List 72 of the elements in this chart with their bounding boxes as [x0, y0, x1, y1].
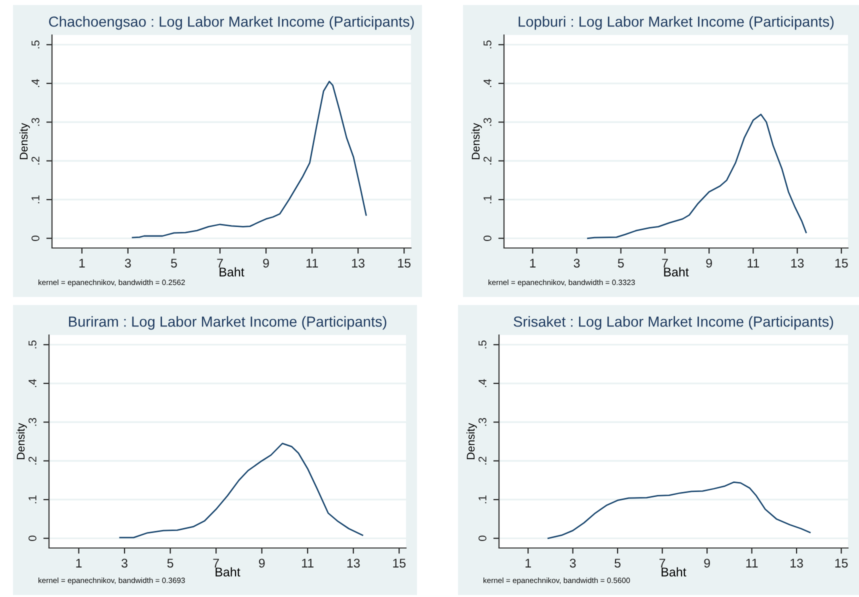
y-tick-label: .1 [484, 196, 492, 204]
y-axis-title: Density [16, 422, 27, 460]
x-axis-title: Baht [662, 567, 686, 576]
y-tick-label: .5 [478, 340, 486, 348]
x-axis-title: Baht [216, 567, 240, 576]
y-tick-label: .2 [478, 456, 486, 464]
y-tick-label: .1 [478, 496, 486, 504]
chart-title: Buriram : Log Labor Market Income (Participants) [69, 316, 386, 330]
chart-title: Chachoengsao : Log Labor Market Income (Participants) [49, 16, 414, 30]
x-tick-label: 5 [170, 258, 177, 268]
x-tick-label: 9 [263, 258, 269, 268]
x-tick-label: 13 [791, 258, 804, 268]
x-tick-label: 1 [76, 558, 82, 568]
y-axis-title: Density [466, 422, 477, 460]
line-series [119, 442, 364, 538]
x-tick-label: 5 [167, 558, 174, 568]
y-tick-label: .1 [28, 496, 36, 504]
x-tick-label: 11 [306, 258, 318, 268]
y-tick-label: .3 [32, 118, 40, 126]
x-tick-label: 3 [570, 558, 576, 568]
y-tick-label: .2 [32, 156, 40, 164]
x-tick-label: 9 [258, 558, 265, 568]
x-tick-label: 3 [124, 258, 131, 268]
x-tick-label: 13 [347, 558, 360, 568]
x-tick-label: 11 [746, 558, 758, 568]
y-tick-label: 0 [32, 236, 40, 241]
x-tick-label: 13 [790, 558, 803, 568]
x-tick-label: 1 [79, 258, 85, 268]
x-tick-label: 1 [530, 258, 536, 268]
x-tick-label: 9 [704, 558, 710, 568]
x-tick-label: 7 [662, 258, 668, 268]
x-tick-label: 7 [217, 258, 223, 268]
line-series [548, 481, 811, 540]
y-tick-label: .4 [28, 379, 36, 388]
x-tick-label: 3 [574, 258, 580, 268]
y-axis-title: Density [19, 122, 30, 160]
y-tick-label: 0 [484, 236, 492, 241]
x-tick-label: 7 [659, 558, 666, 568]
x-tick-label: 11 [302, 558, 314, 568]
x-tick-label: 1 [526, 558, 531, 568]
y-tick-label: .4 [484, 79, 492, 88]
y-tick-label: .4 [32, 79, 40, 88]
x-tick-label: 13 [352, 258, 364, 268]
y-tick-label: .3 [28, 418, 36, 426]
y-tick-label: .2 [28, 456, 36, 464]
x-tick-label: 9 [706, 258, 712, 268]
line-series [132, 80, 367, 238]
y-axis-title: Density [471, 122, 482, 160]
y-tick-label: .5 [32, 40, 40, 48]
x-tick-label: 15 [398, 258, 411, 268]
x-axis-title: Baht [664, 267, 689, 276]
y-tick-label: .3 [484, 118, 492, 126]
x-tick-label: 15 [393, 558, 406, 568]
x-tick-label: 7 [213, 558, 219, 568]
y-tick-label: .3 [478, 418, 486, 426]
y-tick-label: 0 [478, 536, 486, 541]
y-tick-label: .5 [484, 40, 492, 48]
x-tick-label: 11 [748, 258, 760, 268]
x-tick-label: 3 [122, 558, 128, 568]
x-tick-label: 15 [835, 258, 848, 268]
x-tick-label: 15 [835, 558, 848, 568]
line-series [587, 114, 807, 240]
chart-title: Lopburi : Log Labor Market Income (Participants) [518, 16, 834, 30]
x-axis-title: Baht [220, 267, 244, 276]
x-tick-label: 5 [618, 258, 624, 268]
y-tick-label: .2 [484, 156, 492, 164]
x-tick-label: 5 [614, 558, 621, 568]
y-tick-label: 0 [28, 536, 36, 541]
chart-title: Srisaket : Log Labor Market Income (Participants) [514, 316, 834, 330]
y-tick-label: .1 [32, 196, 40, 204]
y-tick-label: .5 [28, 340, 36, 348]
y-tick-label: .4 [478, 379, 486, 388]
